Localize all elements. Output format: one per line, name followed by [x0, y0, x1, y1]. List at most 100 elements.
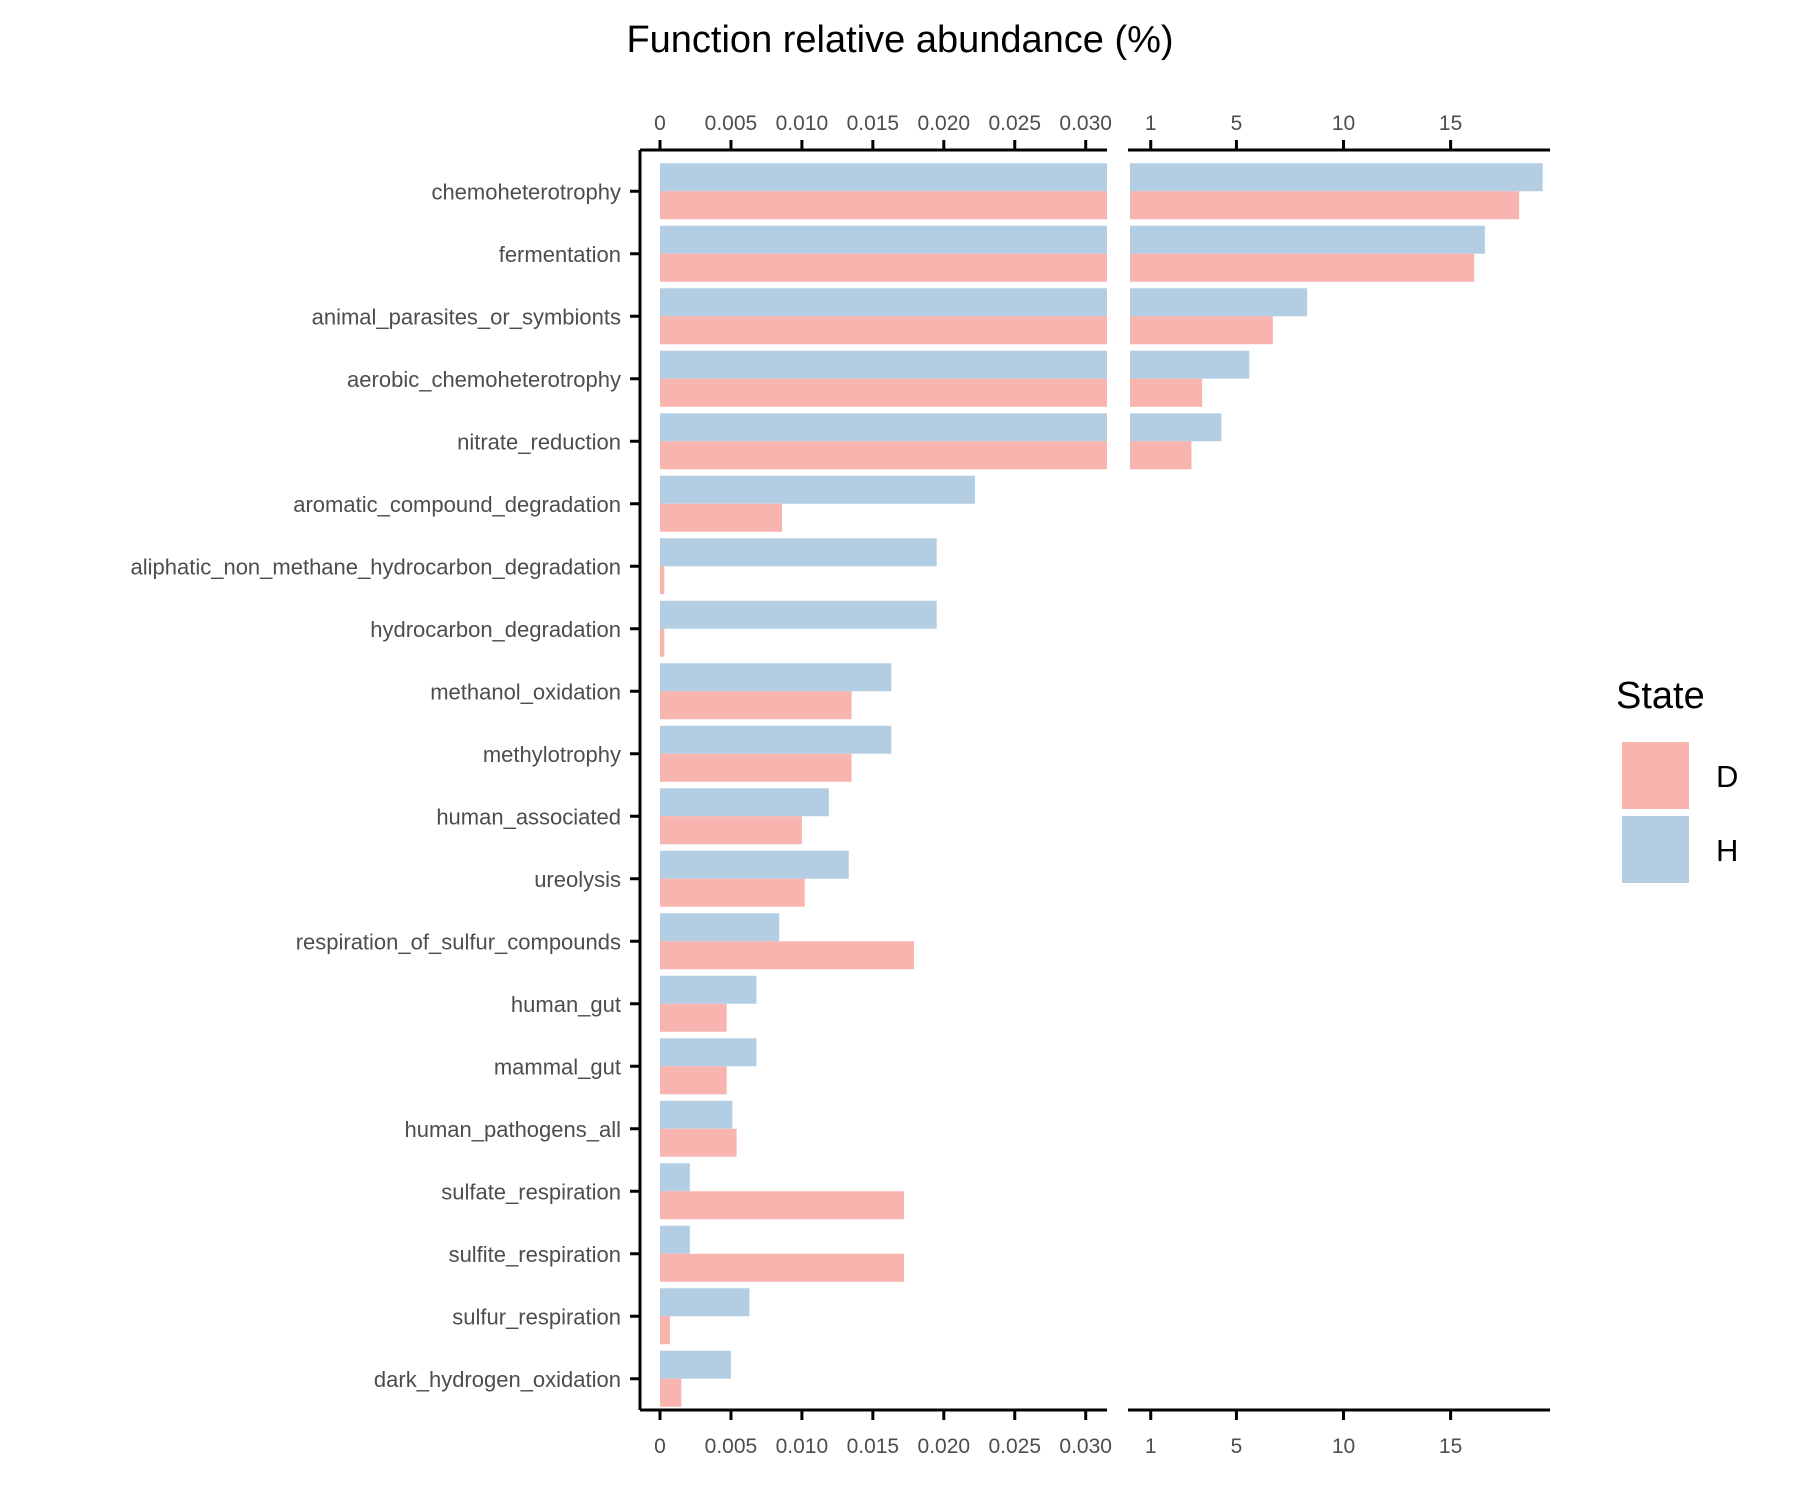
category-label: respiration_of_sulfur_compounds — [296, 929, 621, 954]
top-x-tick-label-lower: 0.030 — [1059, 112, 1112, 135]
bar-H-respiration_of_sulfur_compounds — [660, 913, 780, 942]
bar-D-fermentation — [660, 253, 1107, 282]
legend-swatch-H — [1622, 816, 1689, 883]
top-x-tick-label-lower: 0.010 — [776, 112, 829, 135]
bar-D-dark_hydrogen_oxidation — [660, 1378, 682, 1407]
category-label: sulfur_respiration — [452, 1304, 621, 1329]
bottom-x-tick-label-lower: 0.025 — [988, 1435, 1041, 1458]
bottom-x-tick-label-upper: 1 — [1145, 1435, 1157, 1458]
legend-swatch-D — [1622, 742, 1689, 809]
bar-H-hydrocarbon_degradation — [660, 600, 937, 629]
axes-layer: 0 0 0.005 0.005 0.010 0.010 0.015 0.015 0.020 0.0… — [630, 112, 1550, 1458]
bar-D-aerobic_chemoheterotrophy — [660, 378, 1107, 407]
bar-D-fermentation-upper — [1130, 253, 1475, 282]
bar-H-human_pathogens_all — [660, 1100, 733, 1129]
category-labels: chemoheterotrophy fermentation animal_para… — [131, 179, 622, 1392]
bottom-x-tick-label-upper: 5 — [1231, 1435, 1243, 1458]
bar-H-human_gut — [660, 975, 757, 1004]
category-label: chemoheterotrophy — [431, 179, 621, 204]
category-label: human_pathogens_all — [404, 1117, 621, 1142]
category-label: aromatic_compound_degradation — [293, 492, 621, 517]
bar-D-nitrate_reduction-upper — [1130, 441, 1192, 470]
bottom-x-tick-label-upper: 10 — [1332, 1435, 1355, 1458]
top-x-tick-label-lower: 0.005 — [705, 112, 758, 135]
bottom-x-tick-label-upper: 15 — [1439, 1435, 1462, 1458]
bar-D-respiration_of_sulfur_compounds — [660, 941, 915, 970]
top-x-tick-label-lower: 0 — [654, 112, 666, 135]
bar-H-human_associated — [660, 788, 829, 817]
bottom-x-tick-label-lower: 0.020 — [918, 1435, 971, 1458]
bar-D-chemoheterotrophy — [660, 191, 1107, 220]
bar-D-aerobic_chemoheterotrophy-upper — [1130, 378, 1203, 407]
bar-D-nitrate_reduction — [660, 441, 1107, 470]
category-label: aerobic_chemoheterotrophy — [347, 367, 621, 392]
category-label: human_associated — [436, 804, 621, 829]
bar-H-mammal_gut — [660, 1038, 757, 1067]
legend-label-D: D — [1716, 759, 1738, 794]
category-label: methanol_oxidation — [430, 679, 621, 704]
bar-D-human_gut — [660, 1003, 727, 1032]
bar-H-animal_parasites_or_symbionts — [660, 288, 1107, 317]
bar-H-sulfur_respiration — [660, 1288, 750, 1317]
bar-D-hydrocarbon_degradation — [660, 628, 665, 657]
category-label: fermentation — [499, 242, 621, 267]
category-label: hydrocarbon_degradation — [370, 617, 621, 642]
top-x-tick-label-upper: 1 — [1145, 112, 1157, 135]
bar-H-sulfite_respiration — [660, 1225, 690, 1254]
bar-H-fermentation-upper — [1130, 225, 1485, 254]
bar-H-ureolysis — [660, 850, 849, 879]
bar-H-methylotrophy — [660, 725, 892, 754]
bars-layer — [660, 163, 1543, 1407]
category-label: human_gut — [511, 992, 621, 1017]
category-label: sulfate_respiration — [441, 1179, 621, 1204]
top-x-tick-label-upper: 15 — [1439, 112, 1462, 135]
bottom-x-tick-label-lower: 0 — [654, 1435, 666, 1458]
bar-D-methanol_oxidation — [660, 691, 852, 720]
bar-D-human_pathogens_all — [660, 1128, 737, 1157]
bar-H-fermentation — [660, 225, 1107, 254]
category-label: ureolysis — [534, 867, 621, 892]
bar-H-nitrate_reduction-upper — [1130, 413, 1222, 442]
top-x-tick-label-lower: 0.015 — [847, 112, 900, 135]
legend: State D H — [1616, 675, 1738, 883]
bar-H-aliphatic_non_methane_hydrocarbon_degradation — [660, 538, 937, 567]
bar-H-sulfate_respiration — [660, 1163, 690, 1192]
bar-D-sulfite_respiration — [660, 1253, 905, 1282]
top-x-tick-label-lower: 0.020 — [918, 112, 971, 135]
bar-D-human_associated — [660, 816, 802, 845]
top-x-tick-label-lower: 0.025 — [988, 112, 1041, 135]
bar-H-animal_parasites_or_symbionts-upper — [1130, 288, 1308, 317]
bar-D-methylotrophy — [660, 753, 852, 782]
bar-H-chemoheterotrophy-upper — [1130, 163, 1543, 192]
bottom-x-tick-label-lower: 0.005 — [705, 1435, 758, 1458]
bar-H-methanol_oxidation — [660, 663, 892, 692]
category-label: animal_parasites_or_symbionts — [312, 304, 621, 329]
top-x-tick-label-upper: 10 — [1332, 112, 1355, 135]
category-label: aliphatic_non_methane_hydrocarbon_degrad… — [131, 554, 622, 579]
category-label: mammal_gut — [494, 1054, 621, 1079]
bar-H-aerobic_chemoheterotrophy-upper — [1130, 350, 1250, 379]
bar-D-sulfur_respiration — [660, 1316, 670, 1345]
bar-D-ureolysis — [660, 878, 805, 907]
bar-H-chemoheterotrophy — [660, 163, 1107, 192]
bar-D-aromatic_compound_degradation — [660, 503, 783, 532]
category-label: methylotrophy — [483, 742, 621, 767]
bottom-x-tick-label-lower: 0.030 — [1059, 1435, 1112, 1458]
legend-label-H: H — [1716, 833, 1738, 868]
legend-title: State — [1616, 675, 1705, 717]
bar-D-aliphatic_non_methane_hydrocarbon_degradation — [660, 566, 665, 595]
bar-H-aerobic_chemoheterotrophy — [660, 350, 1107, 379]
bottom-x-tick-label-lower: 0.010 — [776, 1435, 829, 1458]
bar-H-nitrate_reduction — [660, 413, 1107, 442]
bar-D-mammal_gut — [660, 1066, 727, 1095]
top-x-tick-label-upper: 5 — [1231, 112, 1243, 135]
category-label: nitrate_reduction — [457, 429, 621, 454]
chart-title: Function relative abundance (%) — [626, 19, 1173, 61]
category-label: dark_hydrogen_oxidation — [374, 1367, 621, 1392]
bar-D-chemoheterotrophy-upper — [1130, 191, 1520, 220]
bar-D-animal_parasites_or_symbionts — [660, 316, 1107, 345]
category-label: sulfite_respiration — [449, 1242, 621, 1267]
bar-H-aromatic_compound_degradation — [660, 475, 976, 504]
bar-D-sulfate_respiration — [660, 1191, 905, 1220]
